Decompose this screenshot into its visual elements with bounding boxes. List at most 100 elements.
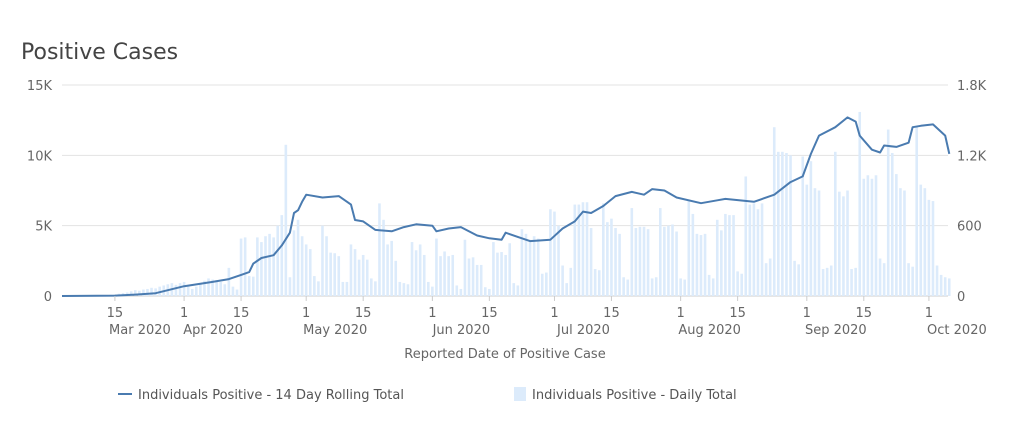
x-axis-title: Reported Date of Positive Case: [404, 347, 605, 362]
daily-total-bar: [862, 178, 866, 296]
x-month-label: Apr 2020: [183, 323, 243, 338]
daily-total-bar: [443, 251, 446, 296]
daily-total-bar: [378, 203, 381, 296]
daily-total-bar: [890, 152, 894, 296]
daily-total-bar: [199, 284, 202, 296]
daily-total-bar: [361, 254, 365, 296]
daily-total-bar: [874, 175, 878, 296]
daily-total-bar: [797, 264, 800, 296]
x-tick-label: 15: [107, 306, 124, 321]
daily-total-bar: [829, 265, 833, 296]
daily-total-bar: [447, 256, 450, 296]
daily-total-bar: [256, 237, 259, 296]
daily-total-bar: [602, 203, 605, 296]
daily-total-bar: [915, 127, 918, 296]
daily-total-bar: [394, 260, 398, 296]
daily-total-bar: [341, 281, 345, 296]
daily-total-bar: [789, 155, 792, 296]
daily-total-bar: [870, 178, 874, 296]
daily-total-bar: [528, 239, 532, 296]
daily-total-bar: [939, 274, 943, 296]
daily-total-bar: [903, 190, 906, 296]
daily-total-bar: [410, 242, 414, 296]
daily-total-bar: [284, 144, 288, 296]
daily-total-bar: [557, 225, 560, 296]
daily-total-bar: [239, 238, 243, 296]
daily-total-bar: [280, 215, 284, 296]
daily-total-bar: [536, 238, 540, 296]
daily-total-bar: [483, 287, 487, 296]
daily-total-bar: [935, 265, 939, 296]
x-month-label: Jun 2020: [432, 323, 491, 338]
daily-total-bar: [540, 273, 544, 296]
daily-total-bar: [866, 175, 870, 296]
daily-total-bar: [353, 249, 357, 296]
daily-total-bar: [268, 233, 271, 296]
x-tick-label: 15: [729, 306, 746, 321]
daily-total-bar: [329, 252, 332, 296]
daily-total-bar: [292, 230, 296, 296]
daily-total-bar: [227, 267, 231, 296]
daily-total-bar: [296, 219, 300, 296]
x-tick-label: 15: [355, 306, 372, 321]
x-tick-label: 1: [428, 306, 436, 321]
daily-total-bar: [243, 237, 247, 296]
daily-total-bar: [809, 161, 813, 296]
daily-total-bar: [349, 244, 353, 296]
daily-total-bar: [317, 281, 320, 296]
daily-total-bar: [911, 266, 914, 296]
daily-total-bar: [895, 174, 898, 296]
daily-total-bar: [732, 215, 735, 296]
daily-total-bar: [764, 263, 768, 296]
daily-total-bar: [882, 263, 886, 296]
daily-total-bar: [675, 231, 678, 296]
daily-total-bar: [427, 281, 430, 296]
daily-total-bar: [927, 199, 931, 296]
daily-total-bar: [744, 176, 748, 296]
daily-total-bar: [907, 263, 910, 296]
daily-total-bar: [496, 252, 499, 296]
legend-bar-swatch: [514, 387, 526, 401]
x-month-label: Jul 2020: [556, 323, 610, 338]
daily-total-bar: [231, 286, 235, 296]
daily-total-bar: [943, 277, 947, 296]
right-axis-tick-label: 0: [957, 290, 965, 305]
x-tick-label: 15: [233, 306, 250, 321]
right-axis-tick-label: 1.8K: [957, 79, 987, 94]
daily-total-bar: [622, 277, 625, 296]
daily-total-bar: [553, 211, 556, 296]
legend-daily-total: Individuals Positive - Daily Total: [532, 388, 737, 403]
daily-total-bar: [947, 278, 951, 296]
daily-total-bar: [406, 284, 410, 296]
daily-total-bar: [174, 284, 178, 296]
daily-total-bar: [740, 273, 743, 296]
x-tick-label: 1: [676, 306, 684, 321]
daily-total-bar: [308, 249, 312, 296]
daily-total-bar: [479, 264, 483, 296]
x-month-label: Aug 2020: [678, 323, 741, 338]
daily-total-bar: [304, 244, 308, 296]
daily-total-bar: [190, 288, 194, 296]
daily-total-bar: [842, 196, 845, 296]
daily-total-bar: [667, 225, 670, 296]
daily-total-bar: [508, 243, 511, 296]
daily-total-bar: [724, 213, 727, 296]
daily-total-bar: [459, 288, 463, 296]
daily-total-bar: [235, 289, 239, 296]
daily-total-bar: [178, 283, 182, 296]
daily-total-bar: [687, 199, 691, 296]
daily-total-bar: [247, 276, 251, 296]
daily-total-bar: [703, 233, 707, 296]
daily-total-bar: [313, 276, 316, 296]
daily-total-bar: [589, 228, 593, 296]
daily-total-bar: [488, 288, 491, 296]
daily-total-bar: [850, 269, 853, 296]
daily-total-bar: [402, 283, 406, 296]
daily-total-bar: [455, 285, 459, 296]
x-tick-label: 1: [803, 306, 811, 321]
chart-title: Positive Cases: [21, 40, 179, 65]
daily-total-bar: [817, 190, 821, 296]
right-axis-tick-label: 600: [957, 220, 982, 235]
daily-total-bar: [756, 209, 760, 296]
daily-total-bar: [854, 267, 857, 296]
